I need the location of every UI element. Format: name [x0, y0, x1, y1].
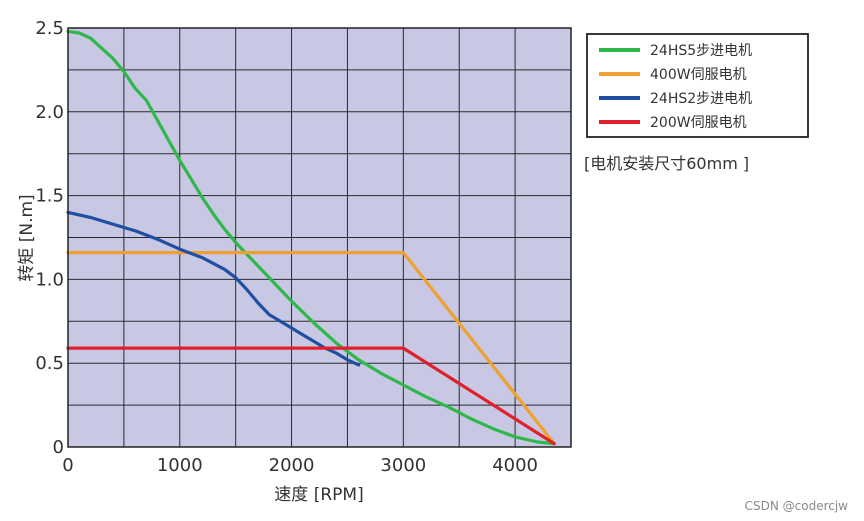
y-tick-label: 1.5: [35, 186, 64, 207]
mounting-size-note: [电机安装尺寸60mm ]: [584, 154, 749, 173]
legend-label-1: 24HS5步进电机: [650, 43, 752, 59]
y-tick-label: 1.0: [35, 269, 64, 290]
y-tick-label: 2.5: [35, 18, 64, 39]
legend-label-4: 200W伺服电机: [650, 115, 747, 131]
y-tick-label: 0: [53, 437, 64, 458]
series-line-2: [66, 251, 556, 446]
x-tick-label: 0: [62, 455, 73, 476]
y-tick-label: 2.0: [35, 102, 64, 123]
x-tick-label: 2000: [269, 455, 315, 476]
y-tick-label: 0.5: [35, 353, 64, 374]
legend-label-2: 400W伺服电机: [650, 67, 747, 83]
x-axis-title: 速度 [RPM]: [274, 485, 363, 505]
x-tick-label: 3000: [380, 455, 426, 476]
series-line-1: [66, 29, 556, 446]
plot-border: [67, 27, 572, 448]
series-line-4: [66, 346, 556, 446]
legend: 24HS5步进电机 400W伺服电机 24HS2步进电机 200W伺服电机: [586, 33, 809, 138]
watermark: CSDN @codercjw: [745, 499, 849, 513]
legend-label-3: 24HS2步进电机: [650, 91, 752, 107]
x-tick-label: 4000: [492, 455, 538, 476]
series-lines: [66, 29, 556, 446]
y-axis-title: 转矩 [N.m]: [17, 194, 37, 281]
tick-labels: 0 1000 2000 3000 4000 0 0.5 1.0 1.5 2.0 2.5: [35, 18, 538, 476]
x-tick-label: 1000: [157, 455, 203, 476]
